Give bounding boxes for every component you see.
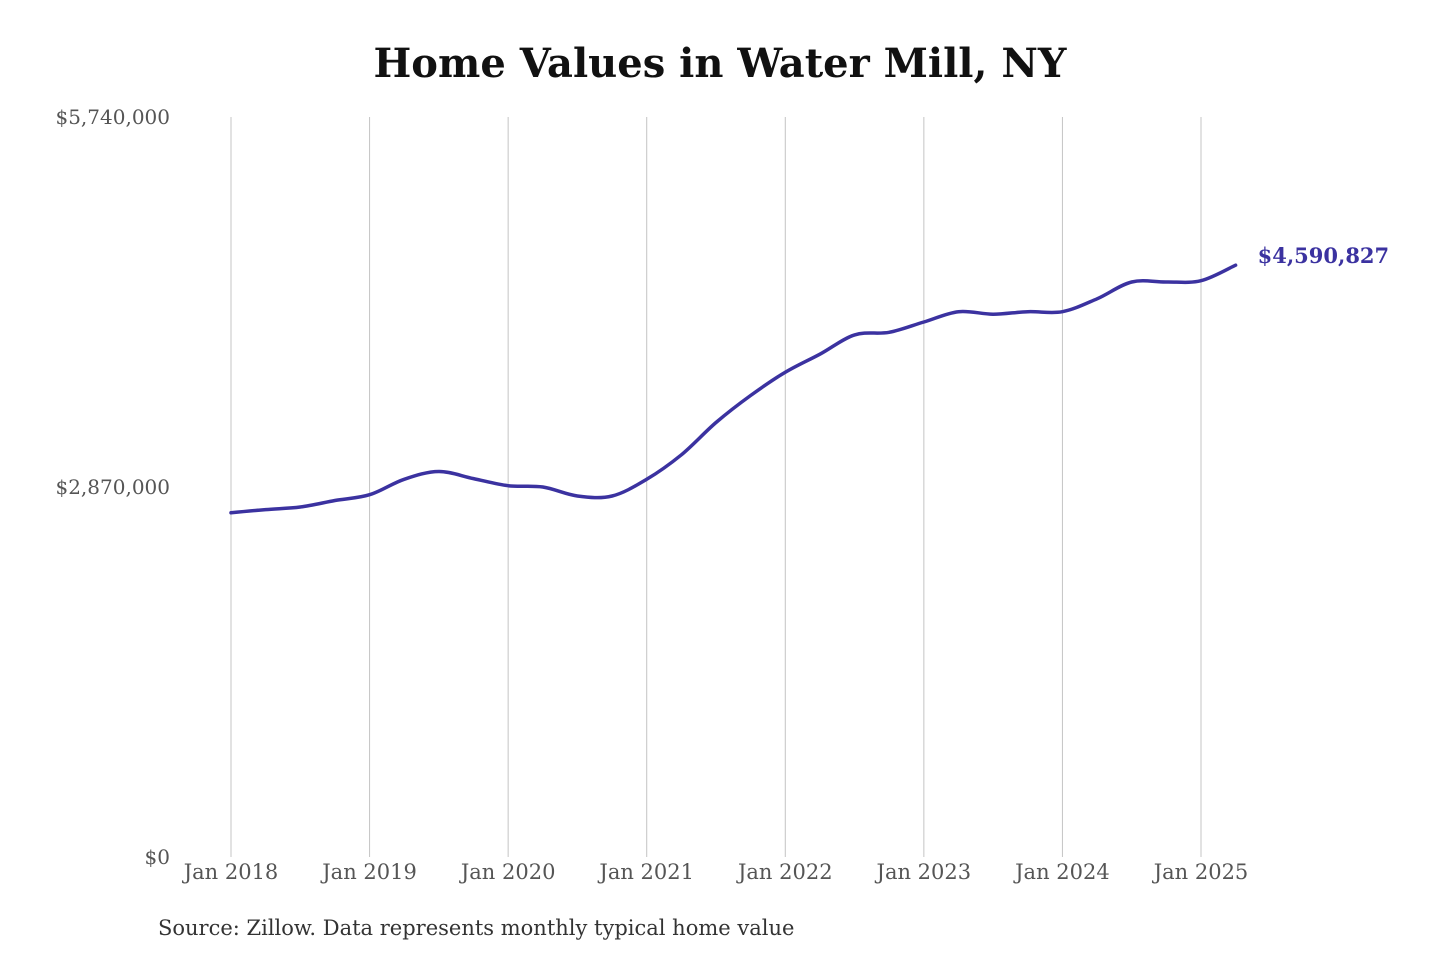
x-tick-label: Jan 2021 — [597, 860, 694, 884]
x-tick-label: Jan 2020 — [459, 860, 556, 884]
y-tick-label: $5,740,000 — [55, 105, 170, 129]
end-value-label: $4,590,827 — [1258, 243, 1390, 268]
x-tick-label: Jan 2018 — [182, 860, 279, 884]
source-note: Source: Zillow. Data represents monthly … — [158, 916, 795, 940]
x-tick-label: Jan 2022 — [736, 860, 833, 884]
x-tick-label: Jan 2024 — [1013, 860, 1110, 884]
y-tick-label: $0 — [145, 845, 170, 869]
x-tick-label: Jan 2023 — [875, 860, 972, 884]
x-tick-label: Jan 2019 — [320, 860, 417, 884]
series-line — [229, 263, 1238, 515]
x-tick-label: Jan 2025 — [1152, 860, 1249, 884]
chart-title: Home Values in Water Mill, NY — [373, 40, 1067, 87]
y-tick-label: $2,870,000 — [55, 475, 170, 499]
